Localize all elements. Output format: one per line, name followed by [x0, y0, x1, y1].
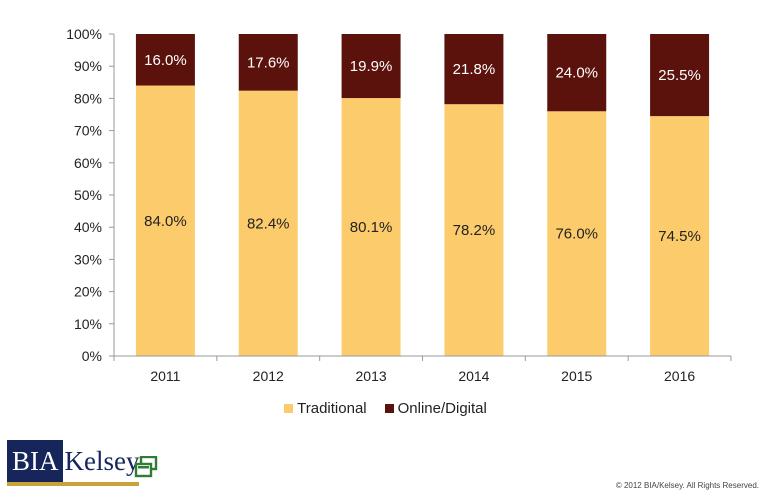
legend-label-online-digital: Online/Digital [397, 400, 487, 417]
copyright-text: © 2012 BIA/Kelsey. All Rights Reserved. [615, 481, 759, 490]
bar-traditional [238, 90, 298, 356]
bars: 84.0% 16.0% 82.4% 17.6% 80.1% 19.9% 78.2% 21.8%… [135, 34, 710, 357]
bar-traditional [341, 98, 401, 356]
bar-online-digital [238, 34, 298, 91]
y-tick-label: 60% [74, 155, 102, 171]
x-tick-label: 2016 [664, 368, 695, 384]
bar-online-digital [650, 34, 710, 117]
data-label: 76.0% [555, 226, 598, 243]
y-tick-label: 80% [74, 90, 102, 106]
x-tick-label: 2012 [253, 368, 284, 384]
data-label: 80.1% [350, 219, 393, 236]
x-tick-label: 2011 [150, 368, 180, 384]
bar-traditional [444, 104, 504, 356]
stacked-bar-chart: 0% 10% 20% 30% 40% 50% 60% 70% 80% 90% 100% 84.0% 1… [66, 26, 732, 384]
legend-swatch-online-digital [384, 404, 394, 413]
y-tick-label: 0% [82, 348, 102, 364]
bar-traditional [135, 85, 195, 357]
legend-item-traditional: Traditional [284, 400, 367, 417]
data-label: 19.9% [350, 58, 393, 75]
x-tick-label: 2013 [356, 368, 387, 384]
y-tick-label: 10% [74, 316, 102, 332]
legend: Traditional Online/Digital [0, 400, 771, 417]
data-label: 84.0% [144, 213, 187, 230]
bar-online-digital [135, 34, 195, 86]
bar-traditional [650, 116, 710, 356]
bia-kelsey-logo: BIA Kelsey [7, 440, 140, 486]
windows-mark-icon [134, 456, 158, 478]
data-label: 25.5% [658, 67, 701, 84]
legend-item-online-digital: Online/Digital [384, 400, 487, 417]
y-tick-label: 30% [74, 251, 102, 267]
data-label: 17.6% [247, 54, 290, 71]
y-tick-label: 40% [74, 219, 102, 235]
y-axis: 0% 10% 20% 30% 40% 50% 60% 70% 80% 90% 100% [66, 26, 115, 364]
data-label: 24.0% [555, 65, 598, 82]
legend-swatch-traditional [284, 404, 294, 413]
x-tick-label: 2014 [458, 368, 489, 384]
y-tick-label: 50% [74, 187, 102, 203]
bar-online-digital [444, 34, 504, 105]
legend-label-traditional: Traditional [297, 400, 367, 417]
y-tick-label: 70% [74, 123, 102, 139]
bar-online-digital [341, 34, 401, 99]
x-tick-label: 2015 [561, 368, 592, 384]
y-tick-label: 90% [74, 58, 102, 74]
logo-kelsey-text: Kelsey [62, 440, 140, 486]
bar-online-digital [547, 34, 607, 112]
data-label: 74.5% [658, 228, 701, 245]
bar-traditional [547, 111, 607, 356]
x-axis: 2011 2012 2013 2014 2015 2016 [113, 355, 732, 384]
data-label: 82.4% [247, 215, 290, 232]
logo-bia-text: BIA [7, 440, 63, 486]
data-label: 16.0% [144, 52, 187, 69]
y-tick-label: 20% [74, 284, 102, 300]
y-tick-label: 100% [66, 26, 102, 42]
data-label: 78.2% [453, 222, 496, 239]
data-label: 21.8% [453, 61, 496, 78]
